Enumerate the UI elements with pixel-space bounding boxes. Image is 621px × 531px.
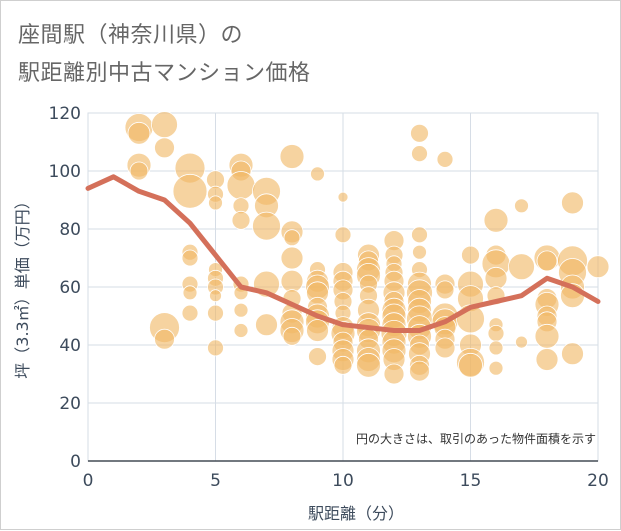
bubble-point <box>308 347 327 367</box>
bubble-point <box>536 250 558 272</box>
bubble-point <box>561 191 584 215</box>
x-tick-label: 10 <box>332 471 354 491</box>
bubble-point <box>226 171 256 200</box>
bubble-point <box>207 304 224 322</box>
bubble-point <box>283 229 301 247</box>
bubble-point <box>306 319 329 342</box>
bubble-point <box>182 285 198 301</box>
x-axis-title: 駅距離（分） <box>308 504 404 523</box>
bubble-point <box>484 266 508 290</box>
bubble-point <box>333 355 353 375</box>
bubble-point <box>458 352 483 378</box>
bubble-point <box>410 123 429 143</box>
axis-ticks: 0 5 10 15 20 0 20 40 60 80 100 120 <box>49 104 609 491</box>
bubble-point <box>411 226 428 244</box>
y-tick-label: 20 <box>59 394 81 414</box>
bubble-point <box>411 145 428 163</box>
bubble-point <box>383 363 405 385</box>
bubble-point <box>127 121 151 145</box>
bubble-point <box>282 326 302 346</box>
bubble-point <box>586 255 610 279</box>
bubble-point <box>154 137 175 159</box>
x-tick-label: 15 <box>460 471 482 491</box>
bubble-point <box>337 191 349 203</box>
bubble-point <box>233 302 249 318</box>
bubble-point <box>181 249 199 267</box>
y-tick-label: 120 <box>49 104 81 124</box>
x-tick-label: 0 <box>83 471 94 491</box>
bubble-size-note: 円の大きさは、取引のあった物件面積を示す <box>356 431 596 446</box>
bubble-point <box>207 339 224 357</box>
bubble-point <box>280 269 304 293</box>
bubble-point <box>535 348 559 371</box>
bubble-point <box>154 328 175 350</box>
bubble-point <box>231 210 251 230</box>
bubble-point <box>515 335 528 349</box>
bubble-point <box>356 352 381 378</box>
chart-title-line2: 駅距離別中古マンション価格 <box>18 61 311 86</box>
bubble-point <box>334 226 352 244</box>
bubble-point <box>483 207 509 233</box>
bubble-point <box>435 280 455 300</box>
bubble-point <box>514 198 529 214</box>
y-tick-label: 80 <box>59 220 81 240</box>
y-axis-title: 坪（3.3㎡）単価（万円） <box>13 193 32 378</box>
bubble-point <box>209 289 222 303</box>
bubble-point <box>279 144 305 169</box>
y-tick-label: 60 <box>59 278 81 298</box>
average-price-line <box>85 174 601 333</box>
y-tick-label: 0 <box>70 452 81 472</box>
y-tick-label: 40 <box>59 336 81 356</box>
bubble-point <box>280 246 304 270</box>
bubble-point <box>129 161 149 181</box>
y-tick-label: 100 <box>49 162 81 182</box>
bubble-point <box>181 304 199 322</box>
bubble-point <box>488 340 504 356</box>
x-tick-label: 20 <box>587 471 609 491</box>
bubble-point <box>461 245 480 265</box>
trend-line-series <box>85 174 601 333</box>
bubble-point <box>534 323 560 349</box>
chart-title-line1: 座間駅（神奈川県）の <box>18 23 244 48</box>
bubble-point <box>508 253 535 281</box>
bubble-point <box>409 360 430 382</box>
bubble-point <box>252 211 281 241</box>
bubble-point <box>412 244 427 260</box>
bubble-series <box>124 111 610 385</box>
bubble-point <box>561 342 584 366</box>
bubble-point <box>233 323 249 338</box>
bubble-point <box>172 173 208 209</box>
bubble-point <box>151 111 178 138</box>
x-tick-label: 5 <box>210 471 221 491</box>
bubble-point <box>310 166 325 182</box>
bubble-point <box>255 313 278 337</box>
bubble-point <box>487 324 505 342</box>
bubble-point <box>436 150 454 168</box>
bubble-point <box>208 195 223 211</box>
bubble-point <box>488 360 504 376</box>
bubble-point <box>434 337 456 359</box>
